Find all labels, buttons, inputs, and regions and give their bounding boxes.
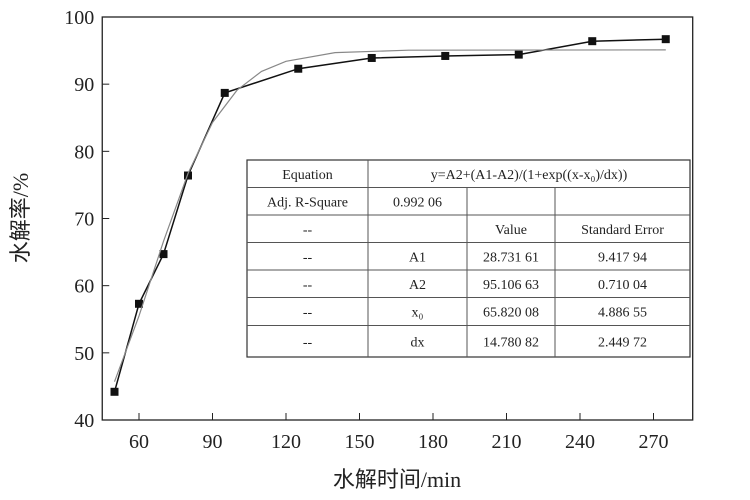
table-cell: -- — [303, 278, 313, 293]
x-tick-label: 120 — [271, 431, 301, 453]
x-tick-label: 60 — [129, 431, 149, 453]
y-tick-label: 70 — [74, 209, 94, 231]
marker — [159, 250, 168, 259]
marker — [514, 50, 523, 59]
marker — [588, 37, 597, 46]
y-tick-label: 90 — [74, 74, 94, 96]
table-cell: -- — [303, 306, 313, 321]
marker — [294, 64, 303, 73]
table-cell: A1 — [409, 250, 426, 265]
x-tick-label: 210 — [492, 431, 522, 453]
table-cell: 28.731 61 — [483, 250, 539, 265]
marker — [661, 35, 670, 44]
x-axis-title: 水解时间/min — [333, 467, 461, 492]
table-cell: Standard Error — [581, 223, 664, 238]
table-cell: x₀ — [412, 306, 424, 321]
table-cell: 9.417 94 — [598, 250, 647, 265]
table-cell: y=A2+(A1-A2)/(1+exp((x-x₀)/dx)) — [431, 168, 628, 183]
table-cell: Value — [495, 223, 527, 238]
table-cell: Equation — [282, 168, 333, 183]
table-cell: 95.106 63 — [483, 278, 539, 293]
table-cell: -- — [303, 223, 313, 238]
marker — [184, 171, 192, 180]
marker — [441, 51, 450, 60]
x-tick-label: 90 — [203, 431, 223, 453]
table-cell: 65.820 08 — [483, 306, 539, 321]
y-axis-title: 水解率/% — [8, 173, 33, 263]
marker — [220, 88, 229, 97]
table-cell: Adj. R-Square — [267, 195, 348, 210]
y-tick-label: 60 — [74, 276, 94, 298]
table-cell: -- — [303, 250, 313, 265]
series-line — [113, 49, 666, 382]
table-cell: 2.449 72 — [598, 335, 647, 350]
y-tick-label: 40 — [74, 410, 94, 432]
table-cell: 0.710 04 — [598, 278, 647, 293]
y-tick-label: 50 — [74, 343, 94, 365]
marker — [110, 387, 119, 396]
table-frame — [246, 159, 691, 358]
table-cell: 0.992 06 — [393, 195, 442, 210]
marker — [135, 299, 143, 308]
marker — [367, 53, 376, 62]
x-tick-label: 270 — [639, 431, 669, 453]
y-tick-label: 100 — [64, 7, 94, 29]
table-cell: 4.886 55 — [598, 306, 647, 321]
x-tick-label: 180 — [418, 431, 448, 453]
table-cell: dx — [411, 335, 425, 350]
table-cell: 14.780 82 — [483, 335, 539, 350]
x-tick-label: 150 — [345, 431, 375, 453]
x-tick-label: 240 — [565, 431, 595, 453]
table-cell: -- — [303, 335, 313, 350]
y-tick-label: 80 — [74, 141, 94, 163]
table-cell: A2 — [409, 278, 426, 293]
